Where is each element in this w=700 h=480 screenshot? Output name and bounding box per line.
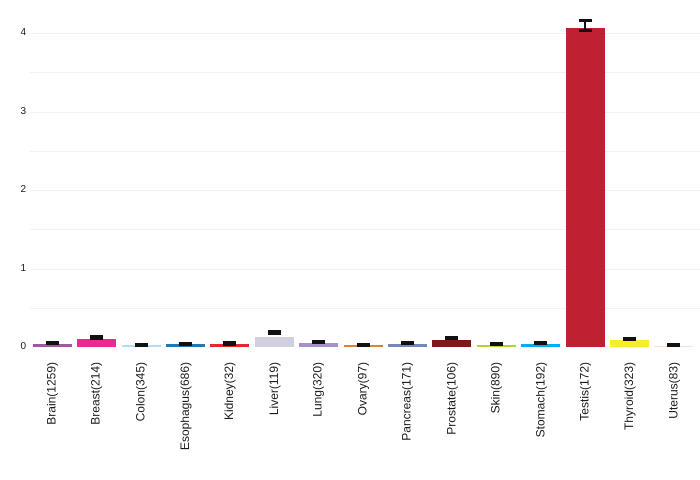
bar xyxy=(609,340,649,347)
x-tick-label: Lung(320) xyxy=(311,362,326,417)
bar xyxy=(299,342,339,347)
x-tick-label: Pancreas(171) xyxy=(399,362,414,441)
y-tick-label: 1 xyxy=(20,262,26,274)
gridline xyxy=(30,72,700,74)
error-bar-cap-bottom xyxy=(267,332,281,335)
error-bar-cap-top xyxy=(134,343,148,346)
error-bar-cap-bottom xyxy=(312,341,326,344)
error-bar-cap-top xyxy=(312,339,326,342)
bar xyxy=(387,344,427,347)
bar xyxy=(165,344,205,347)
error-bar-cap-top xyxy=(489,341,503,345)
y-tick-label: 0 xyxy=(20,341,26,352)
bar xyxy=(77,339,117,347)
x-tick-label: Ovary(97) xyxy=(355,362,370,416)
error-bar-cap-bottom xyxy=(445,337,459,340)
error-bar-cap-bottom xyxy=(578,29,592,32)
y-tick-label: 3 xyxy=(20,105,26,117)
x-tick-label: Uterus(83) xyxy=(666,362,681,419)
error-bar-cap-bottom xyxy=(534,342,548,345)
error-bar-cap-top xyxy=(356,342,370,346)
error-bar-cap-bottom xyxy=(134,344,148,348)
error-bar-cap-top xyxy=(267,330,281,333)
error-bar-cap-bottom xyxy=(400,342,414,346)
error-bar-cap-top xyxy=(534,340,548,344)
error-bar-line xyxy=(584,20,586,31)
gridline xyxy=(30,229,700,231)
error-bar-cap-bottom xyxy=(178,343,192,346)
error-bar-cap-top xyxy=(578,19,592,22)
x-tick-label: Liver(119) xyxy=(266,362,281,416)
error-bar-cap-top xyxy=(445,335,459,338)
x-tick-label: Brain(1259) xyxy=(44,362,59,425)
bar xyxy=(32,343,72,347)
x-tick-label: Skin(890) xyxy=(488,362,503,414)
error-bar-cap-bottom xyxy=(622,338,636,342)
error-bar-cap-bottom xyxy=(90,337,104,340)
bar xyxy=(521,343,561,347)
x-tick-label: Thyroid(323) xyxy=(621,362,636,431)
error-bar-cap-bottom xyxy=(356,344,370,347)
x-tick-label: Esophagus(686) xyxy=(177,362,192,451)
error-bar-cap-bottom xyxy=(489,343,503,346)
x-tick-label: Colon(345) xyxy=(133,362,148,422)
x-tick-label: Testis(172) xyxy=(577,362,592,421)
y-tick-label: 2 xyxy=(20,184,26,195)
x-tick-label: Prostate(106) xyxy=(444,362,459,435)
y-tick-label: 4 xyxy=(20,27,26,38)
x-tick-label: Stomach(192) xyxy=(533,362,548,438)
error-bar-cap-bottom xyxy=(45,342,59,346)
error-bar-cap-bottom xyxy=(223,343,237,346)
gridline xyxy=(30,190,700,191)
gridline xyxy=(30,307,700,309)
bar xyxy=(565,27,605,347)
x-tick-label: Breast(214) xyxy=(89,362,104,425)
error-bar-cap-top xyxy=(622,336,636,340)
error-bar-cap-bottom xyxy=(667,344,681,347)
bar xyxy=(476,344,516,347)
gridline xyxy=(30,111,700,113)
bar xyxy=(432,339,472,347)
gridline xyxy=(30,268,700,270)
error-bar-cap-top xyxy=(223,341,237,344)
error-bar-cap-top xyxy=(90,334,104,338)
gridline xyxy=(30,33,700,34)
x-tick-label: Kidney(32) xyxy=(222,362,237,421)
gridline xyxy=(30,150,700,152)
error-bar-cap-top xyxy=(667,342,681,346)
bar xyxy=(254,336,294,347)
error-bar-cap-top xyxy=(45,341,59,344)
